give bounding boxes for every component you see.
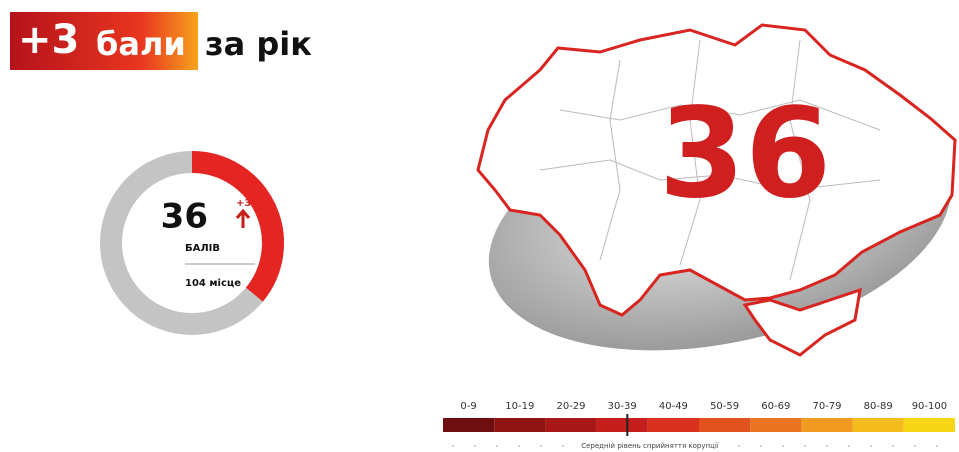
dot [518,445,520,447]
headline-box [10,12,198,70]
dot [474,445,476,447]
headline-word: бали [96,25,186,63]
donut-rank: 104 місце [185,278,241,289]
donut-unit: БАЛІВ [185,243,220,254]
scale-segment [852,418,904,432]
scale-segment [443,418,495,432]
dot [870,445,872,447]
donut-score: 36 [161,197,208,237]
scale-label: 0-9 [460,401,476,412]
dot [914,445,916,447]
up-arrow [235,208,251,228]
dot [452,445,454,447]
headline-rest: за рік [205,25,312,63]
map-crimea [742,287,862,357]
scale-label: 20-29 [556,401,585,412]
map-regions [539,39,881,281]
scale-segment [903,418,955,432]
headline-change: +3 [18,17,79,63]
scale-segment [545,418,597,432]
dot [760,445,762,447]
caption-bg [578,442,722,450]
dot [936,445,938,447]
scale-label: 50-59 [710,401,739,412]
scale-segment [494,418,546,432]
scale-segment [647,418,699,432]
scale-segment [801,418,853,432]
dot [540,445,542,447]
scale-segment [699,418,751,432]
scale-label: 30-39 [608,401,637,412]
dot [496,445,498,447]
scale-segment [596,418,648,432]
scale-label: 10-19 [505,401,534,412]
scale-caption: Середній рівень сприйняття корупції [581,442,719,450]
donut-change: +3 [236,198,251,209]
scale-label: 80-89 [864,401,893,412]
dot [738,445,740,447]
scale-label: 60-69 [761,401,790,412]
scale-label: 40-49 [659,401,688,412]
dot [826,445,828,447]
scale-segment [750,418,802,432]
dot [782,445,784,447]
scale-label: 90-100 [912,401,947,412]
donut-arc [191,151,284,302]
dot [848,445,850,447]
scale-label: 70-79 [812,401,841,412]
map-score: 36 [659,82,832,226]
dot [804,445,806,447]
dot [562,445,564,447]
map-outline [476,23,957,317]
dot [892,445,894,447]
